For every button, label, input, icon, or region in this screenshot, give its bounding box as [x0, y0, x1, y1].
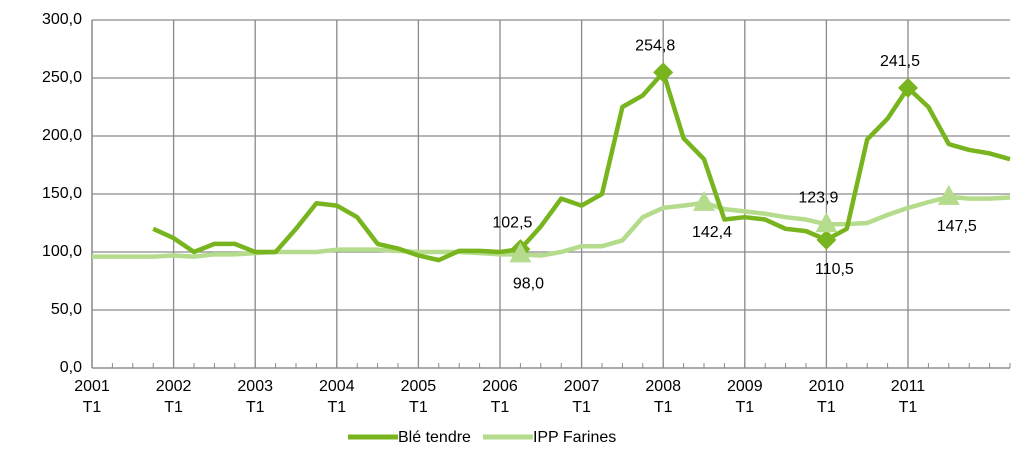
x-tick-label: 2010 T1: [808, 378, 845, 416]
y-tick-label: 50,0: [51, 301, 82, 318]
legend-label: Blé tendre: [398, 429, 471, 446]
y-tick-label: 0,0: [60, 359, 82, 376]
data-label: 147,5: [937, 218, 977, 235]
x-tick-label: 2006 T1: [482, 378, 518, 416]
data-label: 142,4: [692, 224, 732, 241]
data-label: 241,5: [880, 53, 920, 70]
marker: [509, 242, 532, 263]
marker: [816, 229, 837, 250]
marker: [937, 184, 960, 205]
data-label: 123,9: [798, 189, 838, 206]
legend-label: IPP Farines: [533, 429, 616, 446]
marker: [693, 190, 715, 211]
x-tick-label: 2011 T1: [890, 378, 926, 416]
marker: [653, 62, 674, 83]
series-line: [152, 70, 1011, 263]
data-label: 102,5: [492, 214, 532, 231]
x-tick-label: 2002 T1: [155, 378, 192, 416]
y-tick-label: 150,0: [42, 185, 82, 202]
marker: [898, 77, 918, 98]
y-tick-label: 200,0: [42, 127, 82, 144]
x-tick-label: 2004 T1: [319, 378, 355, 416]
x-tick-label: 2008 T1: [645, 378, 681, 416]
data-label: 110,5: [815, 261, 854, 278]
data-label: 98,0: [513, 276, 544, 293]
y-tick-label: 250,0: [42, 69, 82, 86]
data-label: 254,8: [635, 38, 675, 55]
x-tick-label: 2003 T1: [237, 378, 273, 416]
y-tick-label: 300,0: [42, 11, 82, 28]
series-line: [92, 194, 1011, 259]
x-tick-label: 2009 T1: [727, 378, 763, 416]
x-tick-label: 2005 T1: [400, 378, 437, 416]
x-tick-label: 2001 T1: [74, 378, 110, 416]
x-tick-label: 2007 T1: [563, 378, 600, 416]
y-tick-label: 100,0: [42, 243, 82, 260]
marker: [815, 212, 838, 233]
